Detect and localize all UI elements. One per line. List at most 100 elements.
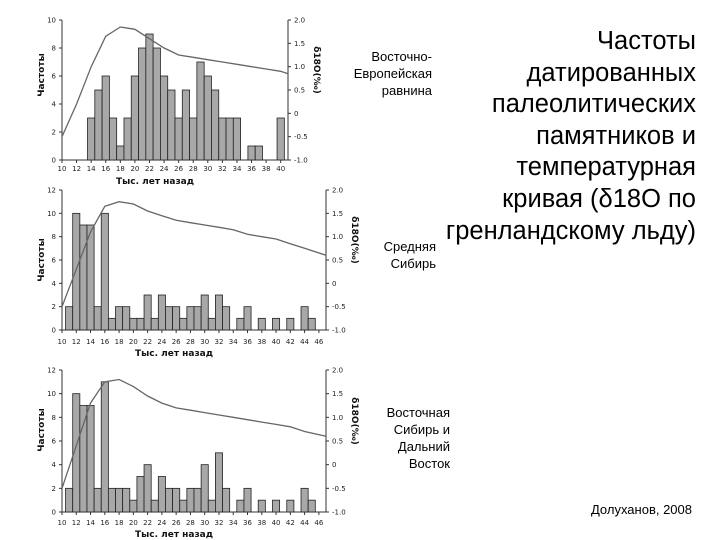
x-tick-label: 28: [186, 519, 195, 527]
y-tick-label: 2: [52, 129, 56, 137]
bar: [93, 306, 102, 331]
bar: [157, 294, 166, 331]
y2-axis-label: δ18O(‰): [311, 46, 321, 94]
bar: [79, 224, 88, 331]
y2-tick-label: 1.0: [332, 414, 343, 422]
bar: [172, 487, 181, 513]
y-axis-label: Частоты: [37, 238, 47, 281]
x-tick-label: 40: [272, 519, 281, 527]
bar: [186, 487, 195, 513]
y2-tick-label: -0.5: [294, 133, 308, 141]
bar: [65, 306, 74, 331]
x-tick-label: 46: [314, 519, 323, 527]
x-tick-label: 14: [86, 519, 95, 527]
x-tick-label: 18: [116, 165, 125, 173]
x-tick-label: 38: [257, 338, 266, 346]
x-tick-label: 18: [115, 519, 124, 527]
y-tick-label: 10: [47, 17, 56, 25]
y-tick-label: 4: [52, 280, 57, 288]
bar: [232, 117, 242, 161]
x-tick-label: 44: [300, 519, 309, 527]
x-tick-label: 36: [243, 519, 252, 527]
bar: [179, 317, 188, 331]
bar: [222, 306, 231, 331]
y2-tick-label: 0: [294, 110, 298, 118]
x-tick-label: 28: [189, 165, 198, 173]
bar: [100, 381, 109, 513]
x-tick-label: 26: [172, 338, 181, 346]
y2-tick-label: 2.0: [332, 187, 343, 195]
bar: [222, 487, 231, 513]
bar: [257, 499, 266, 513]
x-axis-label: Тыс. лет назад: [116, 177, 194, 187]
bar: [152, 47, 161, 161]
y2-tick-label: 1.5: [294, 40, 305, 48]
bar: [272, 317, 281, 331]
x-tick-label: 34: [229, 338, 238, 346]
x-tick-label: 34: [233, 165, 242, 173]
y-tick-label: 4: [52, 461, 57, 469]
y2-tick-label: 2.0: [332, 367, 343, 375]
x-tick-label: 16: [100, 519, 109, 527]
y-tick-label: 10: [47, 390, 56, 398]
bar: [136, 317, 145, 331]
bar: [254, 145, 263, 161]
bar: [186, 306, 195, 331]
bar: [93, 487, 102, 513]
bar: [207, 499, 216, 513]
bar: [101, 75, 110, 161]
x-tick-label: 18: [115, 338, 124, 346]
bar: [65, 487, 74, 513]
bar: [196, 61, 205, 161]
x-tick-label: 10: [58, 165, 67, 173]
y-tick-label: 6: [52, 73, 57, 81]
bar: [165, 306, 173, 331]
y2-tick-label: 0: [332, 280, 336, 288]
y-tick-label: 10: [47, 210, 56, 218]
bar: [130, 75, 139, 161]
x-tick-label: 42: [286, 519, 295, 527]
y-tick-label: 2: [52, 485, 56, 493]
bar: [200, 294, 209, 331]
y-tick-label: 8: [52, 45, 56, 53]
bar: [215, 452, 223, 513]
bar: [108, 117, 118, 161]
bar: [143, 294, 152, 331]
bar: [160, 75, 169, 161]
bar: [86, 224, 95, 331]
bar: [116, 145, 125, 161]
bar: [307, 499, 316, 513]
bar: [150, 317, 159, 331]
x-tick-label: 16: [101, 165, 110, 173]
region-label-3: Восточная Сибирь и Дальний Восток: [386, 405, 450, 471]
y2-tick-label: 1.5: [332, 390, 343, 398]
y2-tick-label: -1.0: [332, 509, 346, 517]
bar: [129, 317, 138, 331]
x-tick-label: 12: [72, 519, 81, 527]
y2-tick-label: 0.5: [332, 438, 343, 446]
bar: [94, 89, 103, 161]
bar: [72, 212, 81, 331]
bar: [138, 47, 147, 161]
bar: [107, 487, 116, 513]
x-tick-label: 20: [130, 165, 139, 173]
bar: [165, 487, 173, 513]
y2-tick-label: -0.5: [332, 303, 346, 311]
y-tick-label: 8: [52, 414, 56, 422]
bar: [122, 306, 131, 331]
x-tick-label: 12: [72, 165, 81, 173]
bar: [100, 212, 109, 331]
y2-tick-label: 1.5: [332, 210, 343, 218]
bar: [225, 117, 234, 161]
y-tick-label: 0: [52, 509, 56, 517]
bar: [115, 306, 124, 331]
bar: [123, 117, 132, 161]
bar: [247, 145, 256, 161]
y2-tick-label: 0.5: [294, 87, 305, 95]
y2-tick-label: 1.0: [294, 63, 305, 71]
x-tick-label: 10: [58, 338, 67, 346]
y2-tick-label: -1.0: [332, 327, 346, 335]
